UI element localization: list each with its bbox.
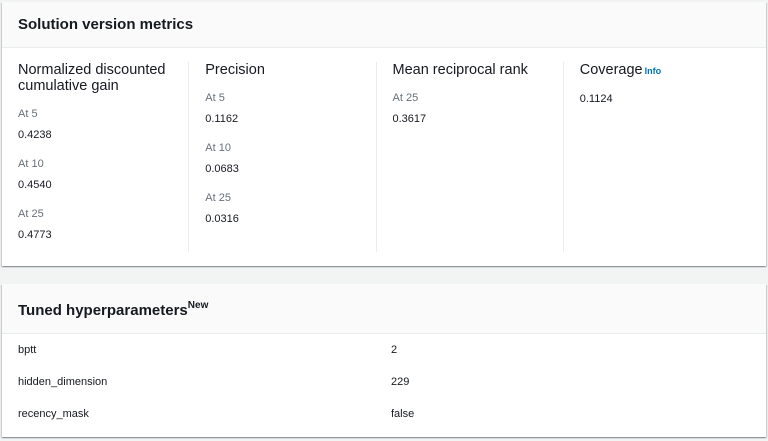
table-row: bptt 2 bbox=[2, 334, 766, 366]
metric-value: 0.4540 bbox=[18, 179, 52, 191]
hyperparameter-name: hidden_dimension bbox=[18, 376, 108, 388]
metric-value: 0.4773 bbox=[18, 229, 52, 241]
panel-title: Tuned hyperparametersNew bbox=[18, 300, 209, 319]
panel-title-text: Tuned hyperparameters bbox=[18, 302, 188, 319]
metric-value: 0.0316 bbox=[205, 213, 239, 225]
metric-item: At 25 0.4773 bbox=[18, 208, 172, 242]
new-badge: New bbox=[187, 300, 209, 311]
metric-value: 0.3617 bbox=[392, 113, 427, 125]
metric-item: At 5 0.1162 bbox=[205, 92, 359, 126]
metric-label: At 25 bbox=[205, 192, 231, 204]
coverage-info-link[interactable]: Info bbox=[644, 66, 662, 76]
hyperparameters-table: bptt 2 hidden_dimension 229 recency_mask… bbox=[2, 334, 766, 430]
metric-label: At 10 bbox=[18, 158, 44, 170]
metric-item: At 25 0.0316 bbox=[205, 192, 359, 226]
table-row: recency_mask false bbox=[2, 398, 766, 430]
metric-column-mrr: Mean reciprocal rank At 25 0.3617 bbox=[377, 62, 564, 252]
metric-item: At 5 0.4238 bbox=[18, 108, 172, 142]
hyperparameter-value: 2 bbox=[391, 344, 398, 356]
metric-item: At 25 0.3617 bbox=[393, 92, 547, 126]
metric-column-title: Precision bbox=[205, 62, 265, 78]
metric-column-precision: Precision At 5 0.1162 At 10 0.0683 At 25… bbox=[189, 62, 377, 252]
metric-value: 0.1162 bbox=[205, 113, 239, 125]
hyperparameter-name: recency_mask bbox=[18, 408, 89, 420]
tuned-hyperparameters-panel: Tuned hyperparametersNew bptt 2 hidden_d… bbox=[2, 284, 766, 437]
hyperparameter-value: 229 bbox=[391, 376, 410, 388]
metric-label: At 25 bbox=[18, 208, 44, 220]
table-row: hidden_dimension 229 bbox=[2, 366, 766, 398]
metric-column-ndcg: Normalized discounted cumulative gain At… bbox=[18, 62, 190, 252]
panel-title: Solution version metrics bbox=[18, 16, 194, 33]
metric-item: 0.1124 bbox=[580, 93, 734, 106]
metric-column-title: Coverage Info bbox=[580, 62, 734, 79]
metric-label: At 10 bbox=[205, 142, 231, 154]
metric-column-coverage: Coverage Info 0.1124 bbox=[564, 62, 750, 252]
solution-version-metrics-panel: Solution version metrics Normalized disc… bbox=[2, 2, 766, 266]
metric-label: At 25 bbox=[392, 92, 419, 104]
panel-header: Tuned hyperparametersNew bbox=[2, 284, 766, 334]
metric-item: At 10 0.0683 bbox=[205, 142, 359, 176]
hyperparameter-value: false bbox=[391, 408, 415, 420]
metric-label: At 5 bbox=[205, 92, 225, 104]
panel-header: Solution version metrics bbox=[2, 2, 766, 48]
metric-column-title: Mean reciprocal rank bbox=[392, 62, 528, 78]
metric-value: 0.1124 bbox=[579, 93, 613, 105]
metric-label: At 5 bbox=[18, 108, 38, 120]
metric-value: 0.4238 bbox=[18, 129, 52, 141]
hyperparameter-name: bptt bbox=[18, 344, 37, 356]
metrics-columns: Normalized discounted cumulative gain At… bbox=[2, 48, 766, 252]
metric-value: 0.0683 bbox=[205, 163, 239, 175]
metric-column-title: Normalized discounted cumulative gain bbox=[18, 62, 166, 94]
metric-item: At 10 0.4540 bbox=[18, 158, 172, 192]
coverage-title-text: Coverage bbox=[579, 62, 643, 78]
